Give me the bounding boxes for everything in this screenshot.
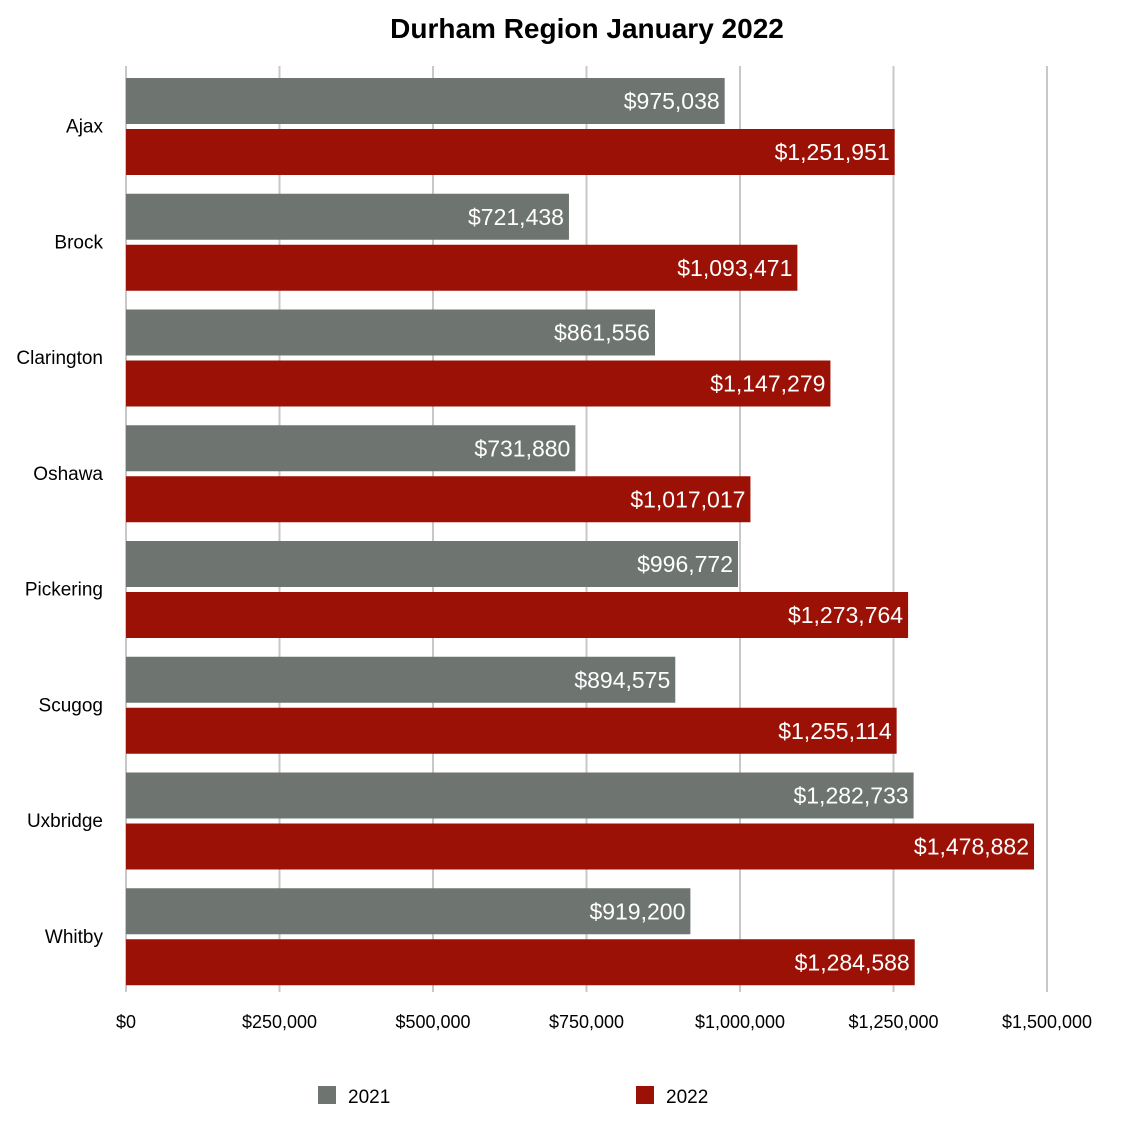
x-tick-label: $0 bbox=[116, 1012, 136, 1032]
bar-2021-clarington bbox=[126, 309, 655, 356]
bar-value-label: $1,273,764 bbox=[788, 602, 903, 628]
bar-value-label: $861,556 bbox=[554, 320, 650, 346]
bar-value-label: $975,038 bbox=[624, 88, 720, 114]
bar-value-label: $1,255,114 bbox=[778, 718, 892, 744]
bar-2021-brock bbox=[126, 193, 569, 240]
bar-2021-ajax bbox=[126, 78, 725, 124]
bar-2022-pickering bbox=[126, 592, 909, 638]
bar-value-label: $721,438 bbox=[468, 204, 564, 230]
category-label: Clarington bbox=[16, 348, 103, 369]
bar-2022-whitby bbox=[126, 939, 915, 986]
bar-value-label: $894,575 bbox=[574, 667, 670, 693]
bar-2022-clarington bbox=[126, 360, 831, 407]
category-label: Uxbridge bbox=[27, 811, 103, 832]
bar-value-label: $1,251,951 bbox=[775, 139, 890, 165]
x-tick-label: $500,000 bbox=[395, 1012, 470, 1032]
bar-value-label: $1,147,279 bbox=[710, 371, 825, 397]
legend-label-2022: 2022 bbox=[666, 1087, 708, 1108]
bar-2021-pickering bbox=[126, 541, 739, 587]
bar-2022-scugog bbox=[126, 707, 897, 754]
x-tick-label: $250,000 bbox=[242, 1012, 317, 1032]
legend-label-2021: 2021 bbox=[348, 1087, 390, 1108]
bar-2022-oshawa bbox=[126, 476, 751, 523]
bar-value-label: $1,093,471 bbox=[677, 255, 792, 281]
bar-value-label: $1,478,882 bbox=[914, 834, 1029, 860]
category-label: Pickering bbox=[25, 580, 103, 601]
bar-value-labels: $975,038 $1,251,951 $721,438 $1,093,471 $861… bbox=[468, 88, 1029, 975]
category-label: Ajax bbox=[66, 117, 103, 138]
x-tick-label: $1,500,000 bbox=[1002, 1012, 1092, 1032]
bar-2021-scugog bbox=[126, 656, 676, 703]
legend-swatch-2021 bbox=[318, 1086, 336, 1104]
bar-2022-ajax bbox=[126, 129, 895, 175]
bar-value-label: $731,880 bbox=[474, 435, 570, 461]
bar-value-label: $996,772 bbox=[637, 551, 733, 577]
x-tick-label: $1,000,000 bbox=[695, 1012, 785, 1032]
bar-value-label: $1,017,017 bbox=[630, 486, 745, 512]
x-tick-label: $750,000 bbox=[549, 1012, 624, 1032]
bar-value-label: $1,282,733 bbox=[793, 783, 908, 809]
category-label: Whitby bbox=[45, 927, 104, 948]
bar-2022-brock bbox=[126, 244, 798, 291]
legend-swatch-2022 bbox=[636, 1086, 654, 1104]
x-tick-label: $1,250,000 bbox=[848, 1012, 938, 1032]
category-label: Scugog bbox=[39, 695, 103, 716]
bars bbox=[126, 78, 1035, 986]
x-axis-tick-labels: $0 $250,000 $500,000 $750,000 $1,000,000 $1,2… bbox=[116, 1012, 1092, 1032]
bar-2022-uxbridge bbox=[126, 823, 1035, 870]
legend: 2021 2022 bbox=[318, 1086, 708, 1108]
bar-2021-uxbridge bbox=[126, 772, 914, 819]
category-labels: Ajax Brock Clarington Oshawa Pickering Scugog… bbox=[16, 117, 103, 948]
chart-title: Durham Region January 2022 bbox=[390, 13, 784, 44]
bar-value-label: $919,200 bbox=[589, 898, 685, 924]
category-label: Brock bbox=[54, 232, 103, 253]
bar-value-label: $1,284,588 bbox=[795, 949, 910, 975]
category-label: Oshawa bbox=[33, 464, 103, 485]
bar-2021-whitby bbox=[126, 888, 691, 935]
bar-2021-oshawa bbox=[126, 425, 576, 472]
